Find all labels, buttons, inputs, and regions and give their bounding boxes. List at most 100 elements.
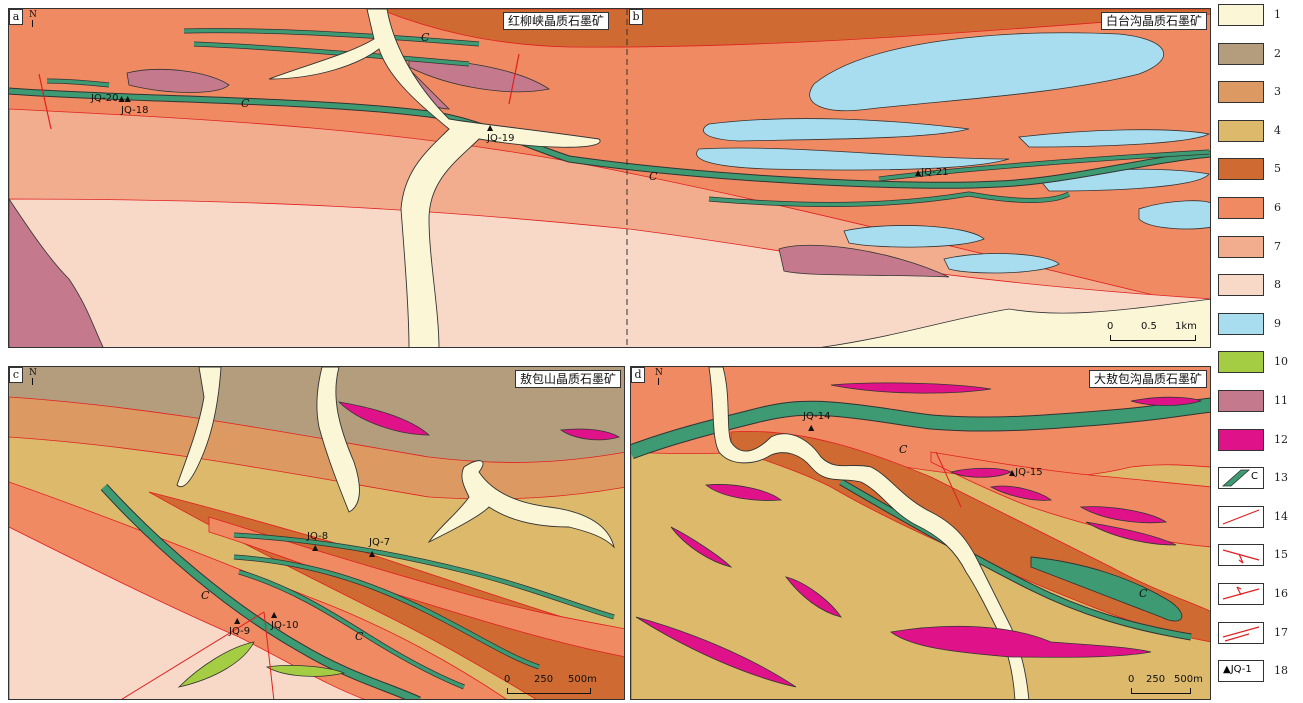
graphite-d-top-fill xyxy=(631,398,1210,459)
legend-swatch-15 xyxy=(1218,544,1264,567)
fault-2 xyxy=(508,53,520,105)
unit-9-lens-2 xyxy=(703,118,970,142)
legend-number-3: 3 xyxy=(1274,85,1281,99)
graphite-d-lens xyxy=(1030,556,1183,622)
sample-jq9: ▲ JQ-9 xyxy=(229,616,251,637)
legend-number-18: 18 xyxy=(1274,664,1288,678)
legend-number-6: 6 xyxy=(1274,201,1281,214)
unit-9-lens-1 xyxy=(809,32,1164,112)
legend-swatch-label-13: C xyxy=(1251,471,1258,483)
north-arrow-d: N xyxy=(655,369,663,385)
legend-number-10: 10 xyxy=(1274,355,1288,369)
legend-swatch-8 xyxy=(1218,274,1264,297)
panel-title-b: 白台沟晶质石墨矿 xyxy=(1100,12,1207,30)
legend-item-1: 1 xyxy=(1218,4,1300,28)
scale-tick-1: 0.5 xyxy=(1141,321,1157,332)
scale-bar-line xyxy=(507,688,591,694)
legend-item-18: ▲JQ-1 18 xyxy=(1218,660,1300,684)
unit-9-lens-6 xyxy=(1138,200,1210,230)
unit-12-lens-d7 xyxy=(785,576,842,618)
legend-item-9: 9 xyxy=(1218,312,1300,337)
unit-12-lens-c1 xyxy=(337,401,431,436)
legend-swatch-16 xyxy=(1218,583,1264,605)
panel-letter-b: b xyxy=(629,9,643,25)
sample-jq20: JQ-20▲▲ xyxy=(91,93,131,104)
geologic-map-c xyxy=(9,367,624,699)
graphite-layer-right-1-fill xyxy=(878,150,1210,181)
legend-swatch-18: ▲JQ-1 xyxy=(1218,660,1264,683)
legend-number-5: 5 xyxy=(1274,162,1281,176)
graphite-label-a1: C xyxy=(241,97,250,110)
unit-11-lens-1 xyxy=(126,69,230,93)
north-arrow-icon xyxy=(32,20,33,27)
legend-swatch-7 xyxy=(1218,235,1264,258)
legend-swatch-12 xyxy=(1218,428,1264,451)
north-label-d: N xyxy=(655,368,663,378)
graphite-layer-right-2-fill xyxy=(708,192,1070,207)
graphite-d-mid-fill xyxy=(839,479,1192,640)
legend-swatch-label-18: ▲JQ-1 xyxy=(1223,664,1252,676)
legend-item-16: 16 xyxy=(1218,583,1300,607)
legend-number-17: 17 xyxy=(1274,625,1288,639)
legend-swatch-9 xyxy=(1218,312,1264,335)
legend-number-7: 7 xyxy=(1274,239,1281,253)
scale-tick-1: 250 xyxy=(1146,674,1166,685)
sample-jq19: ▲ JQ-19 xyxy=(487,123,515,144)
sample-jq8: JQ-8 ▲ xyxy=(307,531,329,552)
legend-number-2: 2 xyxy=(1274,46,1281,60)
unit-8-wedge xyxy=(9,526,365,699)
unit-9-lens-3 xyxy=(696,147,1010,171)
legend-item-6: 6 xyxy=(1218,197,1300,221)
legend-number-9: 9 xyxy=(1274,316,1281,330)
panel-title-a: 红柳峡晶质石墨矿 xyxy=(503,12,610,30)
graphite-label-d1: C xyxy=(899,443,908,456)
unit-12-lens-d2 xyxy=(1130,396,1203,406)
north-arrow-c: N xyxy=(29,369,37,385)
graphite-c-3-fill xyxy=(238,570,465,689)
legend-number-11: 11 xyxy=(1274,394,1288,407)
fault-1 xyxy=(38,73,52,130)
north-arrow-a: N xyxy=(29,11,37,27)
legend-item-15: 15 xyxy=(1218,544,1300,568)
unit-12-lens-d11 xyxy=(1085,521,1177,546)
graphite-c-outer-fill xyxy=(101,484,421,699)
graphite-c-1-fill xyxy=(233,533,615,619)
sample-jq14: JQ-14 ▲ xyxy=(803,411,831,432)
unit-12-lens-c2 xyxy=(559,428,620,441)
unit-10-lens-c1 xyxy=(177,641,255,688)
map-panel-c: c N 敖包山晶质石墨矿 JQ-8 ▲ JQ-7 ▲ ▲ JQ-9 ▲ JQ-10 C… xyxy=(8,366,625,700)
unit-8-band xyxy=(9,198,1210,347)
legend-swatch-13: C xyxy=(1218,467,1264,490)
scale-tick-2: 500m xyxy=(568,674,597,685)
unit-12-lens-d8 xyxy=(635,616,797,688)
unit-9-lens-7 xyxy=(843,225,985,248)
legend-swatch-11 xyxy=(1218,390,1264,412)
legend-number-15: 15 xyxy=(1274,548,1288,562)
north-arrow-icon xyxy=(32,378,33,385)
fault-c-2 xyxy=(263,611,275,699)
legend-item-12: 12 xyxy=(1218,428,1300,453)
unit-1-bottom-right xyxy=(820,298,1210,347)
graphite-layer-upper-left-fill xyxy=(46,79,110,87)
legend-item-17: 17 xyxy=(1218,621,1300,646)
legend-swatch-17 xyxy=(1218,621,1264,644)
geologic-map-ab xyxy=(9,9,1210,347)
legend-swatch-6 xyxy=(1218,197,1264,219)
legend-swatch-4 xyxy=(1218,119,1264,142)
legend-number-1: 1 xyxy=(1274,8,1281,21)
unit-11-left xyxy=(9,198,104,347)
intrusion-c-1 xyxy=(176,367,222,488)
panel-letter-a: a xyxy=(9,9,23,25)
sample-jq21: ▲JQ-21 xyxy=(915,167,949,178)
legend-item-7: 7 xyxy=(1218,235,1300,260)
map-panel-d: d N 大敖包沟晶质石墨矿 JQ-14 ▲ ▲JQ-15 C C 0 250 5… xyxy=(630,366,1211,700)
legend-number-12: 12 xyxy=(1274,432,1288,446)
scale-tick-0: 0 xyxy=(1128,674,1135,685)
legend-item-4: 4 xyxy=(1218,119,1300,144)
unit-12-lens-d3 xyxy=(949,467,1012,478)
graphite-layer-top-fill xyxy=(183,28,480,46)
unit-12-lens-d1 xyxy=(830,382,992,394)
sample-jq7: JQ-7 ▲ xyxy=(369,537,391,558)
unit-10-lens-c2 xyxy=(265,665,346,677)
legend-swatch-1 xyxy=(1218,4,1264,26)
